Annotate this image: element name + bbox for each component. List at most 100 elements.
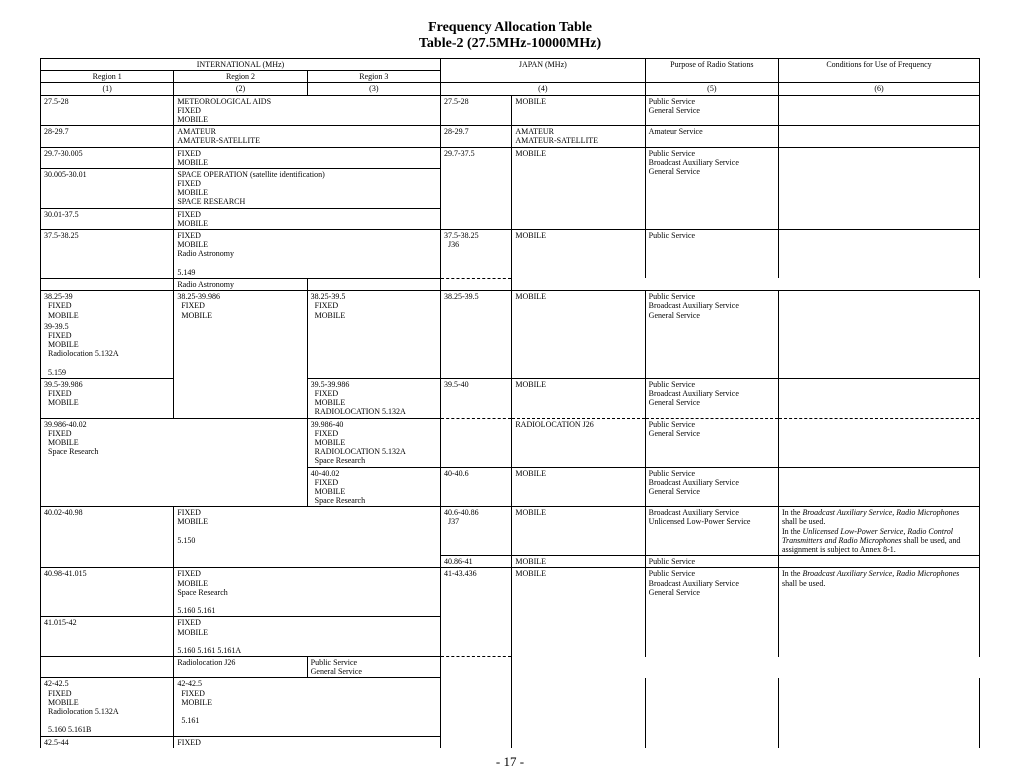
cell: FIXEDMOBILE5.160 5.161 5.161A [174, 617, 441, 657]
hdr-r3: Region 3 [307, 71, 440, 83]
cell: Public Service [645, 230, 778, 279]
cell [779, 378, 980, 418]
cell: AMATEURAMATEUR-SATELLITE [174, 126, 441, 147]
cell [779, 467, 980, 507]
cell: 27.5-28 [41, 95, 174, 126]
cell [779, 291, 980, 379]
cell [512, 678, 645, 736]
cell: Public ServiceBroadcast Auxiliary Servic… [645, 291, 778, 379]
cell: Public ServiceGeneral Service [307, 657, 440, 678]
cell: 38.25-39.986 FIXED MOBILE [174, 291, 307, 418]
table-row: 42-42.5 FIXED MOBILE Radiolocation 5.132… [41, 678, 980, 736]
cell: 42.5-44 [41, 736, 174, 748]
cell: 30.005-30.01 [41, 168, 174, 208]
cell: In the Broadcast Auxiliary Service, Radi… [779, 507, 980, 556]
table-row: 38.25-39 FIXED MOBILE 38.25-39.986 FIXED… [41, 291, 980, 321]
cell: 39.986-40 FIXED MOBILE RADIOLOCATION 5.1… [307, 418, 440, 467]
hdr-c3: (3) [307, 83, 440, 95]
cell: MOBILE [512, 378, 645, 418]
cell: Public ServiceGeneral Service [645, 95, 778, 126]
cell: METEOROLOGICAL AIDSFIXEDMOBILE [174, 95, 441, 126]
cell: 41-43.436 [440, 568, 511, 657]
cell: FIXEDMOBILE [174, 208, 441, 229]
cell: MOBILE [512, 467, 645, 507]
hdr-japan: JAPAN (MHz) [440, 59, 645, 83]
cell [512, 736, 645, 748]
cell: Public ServiceBroadcast Auxiliary Servic… [645, 568, 778, 657]
hdr-c5: (5) [645, 83, 778, 95]
table-row: Radio Astronomy [41, 278, 980, 290]
page-subtitle: Table-2 (27.5MHz-10000MHz) [40, 36, 980, 52]
hdr-r2: Region 2 [174, 71, 307, 83]
cell [645, 678, 778, 736]
cell [41, 278, 174, 290]
hdr-c2: (2) [174, 83, 307, 95]
cell: 42-42.5 FIXED MOBILE Radiolocation 5.132… [41, 678, 174, 736]
cell: Amateur Service [645, 126, 778, 147]
cell: Public ServiceGeneral Service [645, 418, 778, 467]
cell: In the Broadcast Auxiliary Service, Radi… [779, 568, 980, 657]
cell: Broadcast Auxiliary ServiceUnlicensed Lo… [645, 507, 778, 556]
hdr-purpose: Purpose of Radio Stations [645, 59, 778, 83]
cell: MOBILE [512, 147, 645, 230]
cell: MOBILE [512, 291, 645, 379]
cell [779, 126, 980, 147]
cell: 28-29.7 [440, 126, 511, 147]
cell: 38.25-39.5 [440, 291, 511, 379]
cell [440, 736, 511, 748]
cell: MOBILE [512, 556, 645, 568]
cell: MOBILE [512, 507, 645, 556]
cell [440, 418, 511, 467]
table-row: 29.7-30.005 FIXEDMOBILE 29.7-37.5 MOBILE… [41, 147, 980, 168]
cell: 40-40.6 [440, 467, 511, 507]
cell: Public ServiceBroadcast Auxiliary Servic… [645, 378, 778, 418]
hdr-c4: (4) [440, 83, 645, 95]
cell: Radio Astronomy [174, 278, 307, 290]
cell: FIXEDMOBILE [174, 147, 441, 168]
cell [779, 230, 980, 279]
cell [41, 657, 174, 678]
hdr-cond: Conditions for Use of Frequency [779, 59, 980, 83]
cell: 27.5-28 [440, 95, 511, 126]
cell: Public Service [645, 556, 778, 568]
hdr-r1: Region 1 [41, 71, 174, 83]
cell: 30.01-37.5 [41, 208, 174, 229]
cell: 40.02-40.98 [41, 507, 174, 568]
cell: 40.98-41.015 [41, 568, 174, 617]
table-row: 27.5-28 METEOROLOGICAL AIDSFIXEDMOBILE 2… [41, 95, 980, 126]
cell: FIXED [174, 736, 441, 748]
cell [440, 678, 511, 736]
cell: 37.5-38.25 J36 [440, 230, 511, 279]
cell: Public ServiceBroadcast Auxiliary Servic… [645, 467, 778, 507]
cell: 29.7-37.5 [440, 147, 511, 230]
cell: AMATEURAMATEUR-SATELLITE [512, 126, 645, 147]
table-row: 40.98-41.015 FIXEDMOBILESpace Research5.… [41, 568, 980, 617]
cell [307, 278, 440, 290]
cell [779, 678, 980, 736]
cell: 40.6-40.86 J37 [440, 507, 511, 556]
table-row: 28-29.7 AMATEURAMATEUR-SATELLITE 28-29.7… [41, 126, 980, 147]
page-number: - 17 - [40, 754, 980, 770]
cell: Radiolocation J26 [174, 657, 307, 678]
cell: 39-39.5 FIXED MOBILE Radiolocation 5.132… [41, 321, 174, 379]
cell: 38.25-39 FIXED MOBILE [41, 291, 174, 321]
allocation-table: INTERNATIONAL (MHz) JAPAN (MHz) Purpose … [40, 58, 980, 748]
cell [645, 736, 778, 748]
cell: SPACE OPERATION (satellite identificatio… [174, 168, 441, 208]
cell: 39.5-40 [440, 378, 511, 418]
page-title: Frequency Allocation Table [40, 20, 980, 36]
cell: 37.5-38.25 [41, 230, 174, 279]
hdr-intl: INTERNATIONAL (MHz) [41, 59, 441, 71]
cell: MOBILE [512, 230, 645, 279]
cell: 29.7-30.005 [41, 147, 174, 168]
cell: MOBILE [512, 95, 645, 126]
cell: 38.25-39.5 FIXED MOBILE [307, 291, 440, 379]
cell: Public ServiceBroadcast Auxiliary Servic… [645, 147, 778, 230]
cell [440, 657, 511, 678]
cell: RADIOLOCATION J26 [512, 418, 645, 467]
hdr-c1: (1) [41, 83, 174, 95]
cell [779, 556, 980, 568]
cell [779, 147, 980, 230]
cell: MOBILE [512, 568, 645, 657]
table-row: 37.5-38.25 FIXEDMOBILERadio Astronomy5.1… [41, 230, 980, 279]
